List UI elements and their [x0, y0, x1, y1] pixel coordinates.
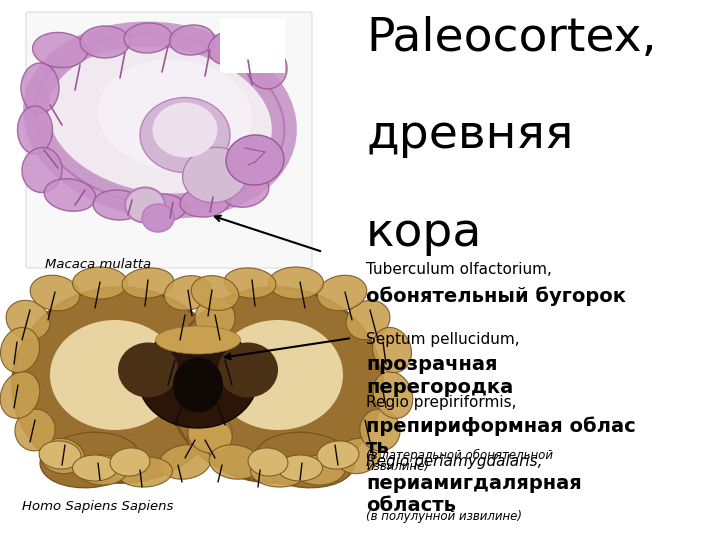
Ellipse shape — [373, 372, 413, 418]
Ellipse shape — [50, 320, 180, 430]
Ellipse shape — [117, 457, 173, 487]
Ellipse shape — [295, 455, 345, 485]
Ellipse shape — [32, 32, 87, 68]
Ellipse shape — [188, 417, 233, 454]
Ellipse shape — [251, 457, 305, 487]
Ellipse shape — [30, 275, 80, 311]
Ellipse shape — [138, 194, 186, 222]
Ellipse shape — [93, 190, 143, 220]
Ellipse shape — [159, 445, 211, 479]
Ellipse shape — [77, 455, 127, 485]
Ellipse shape — [247, 47, 287, 89]
Ellipse shape — [110, 448, 150, 476]
Ellipse shape — [118, 342, 178, 397]
Ellipse shape — [1, 327, 40, 373]
Ellipse shape — [346, 300, 390, 340]
Ellipse shape — [203, 378, 241, 418]
Ellipse shape — [156, 326, 240, 354]
Text: древняя: древняя — [366, 113, 574, 158]
Text: Regio periamygdalaris,: Regio periamygdalaris, — [366, 454, 543, 469]
Ellipse shape — [209, 445, 261, 479]
Ellipse shape — [224, 268, 276, 298]
Text: Homo Sapiens Sapiens: Homo Sapiens Sapiens — [22, 500, 174, 513]
Text: область: область — [366, 496, 456, 515]
Text: Septum pellucidum,: Septum pellucidum, — [366, 332, 520, 347]
Text: препириформная облас: препириформная облас — [366, 417, 636, 436]
Text: Paleocortex,: Paleocortex, — [366, 16, 657, 61]
Text: ть: ть — [366, 438, 390, 457]
Ellipse shape — [221, 173, 269, 207]
Ellipse shape — [153, 103, 217, 158]
Ellipse shape — [0, 372, 40, 418]
Ellipse shape — [169, 25, 215, 55]
Text: извилине): извилине) — [366, 460, 429, 473]
Text: (в латеральной обонятельной: (в латеральной обонятельной — [366, 449, 553, 462]
Ellipse shape — [12, 287, 228, 483]
Ellipse shape — [360, 409, 400, 451]
Ellipse shape — [15, 409, 55, 451]
FancyBboxPatch shape — [26, 12, 312, 268]
Ellipse shape — [73, 267, 127, 299]
Ellipse shape — [40, 438, 84, 474]
Ellipse shape — [180, 187, 230, 217]
Ellipse shape — [336, 438, 380, 474]
Ellipse shape — [122, 268, 174, 298]
Ellipse shape — [192, 275, 239, 310]
Text: Regio prepiriformis,: Regio prepiriformis, — [366, 395, 517, 410]
Text: обонятельный бугорок: обонятельный бугорок — [366, 286, 626, 306]
Ellipse shape — [124, 23, 172, 53]
Ellipse shape — [17, 106, 53, 154]
Text: Tuberculum olfactorium,: Tuberculum olfactorium, — [366, 262, 552, 277]
Text: (в полулунной извилине): (в полулунной извилине) — [366, 510, 522, 523]
Ellipse shape — [164, 275, 212, 310]
Text: перегородка: перегородка — [366, 378, 513, 397]
Ellipse shape — [39, 441, 81, 469]
Ellipse shape — [248, 448, 288, 476]
Ellipse shape — [140, 98, 230, 172]
Ellipse shape — [173, 357, 223, 413]
Ellipse shape — [203, 378, 241, 418]
Ellipse shape — [210, 335, 246, 375]
Ellipse shape — [208, 334, 248, 376]
Ellipse shape — [213, 320, 343, 430]
Text: Macaca mulatta: Macaca mulatta — [45, 258, 151, 271]
Ellipse shape — [317, 441, 359, 469]
Ellipse shape — [168, 287, 382, 483]
Ellipse shape — [36, 34, 284, 206]
Ellipse shape — [218, 342, 278, 397]
Ellipse shape — [372, 327, 412, 373]
Bar — [220, 18, 285, 73]
Ellipse shape — [21, 63, 59, 113]
Ellipse shape — [142, 204, 174, 232]
Ellipse shape — [138, 328, 258, 428]
Ellipse shape — [6, 300, 50, 340]
Ellipse shape — [269, 267, 323, 299]
Ellipse shape — [73, 455, 117, 481]
Ellipse shape — [277, 455, 323, 481]
Ellipse shape — [208, 30, 256, 66]
Ellipse shape — [188, 417, 233, 454]
Ellipse shape — [125, 187, 165, 222]
Ellipse shape — [44, 179, 96, 211]
Ellipse shape — [318, 275, 366, 311]
Text: кора: кора — [366, 211, 482, 255]
Ellipse shape — [80, 26, 130, 58]
Text: периамигдалярная: периамигдалярная — [366, 474, 582, 493]
Ellipse shape — [226, 135, 284, 185]
Ellipse shape — [40, 432, 140, 488]
Ellipse shape — [98, 60, 252, 170]
Ellipse shape — [183, 147, 248, 202]
Ellipse shape — [255, 432, 355, 488]
Ellipse shape — [195, 298, 235, 338]
FancyBboxPatch shape — [12, 276, 318, 515]
Text: прозрачная: прозрачная — [366, 355, 498, 374]
Ellipse shape — [22, 147, 62, 192]
